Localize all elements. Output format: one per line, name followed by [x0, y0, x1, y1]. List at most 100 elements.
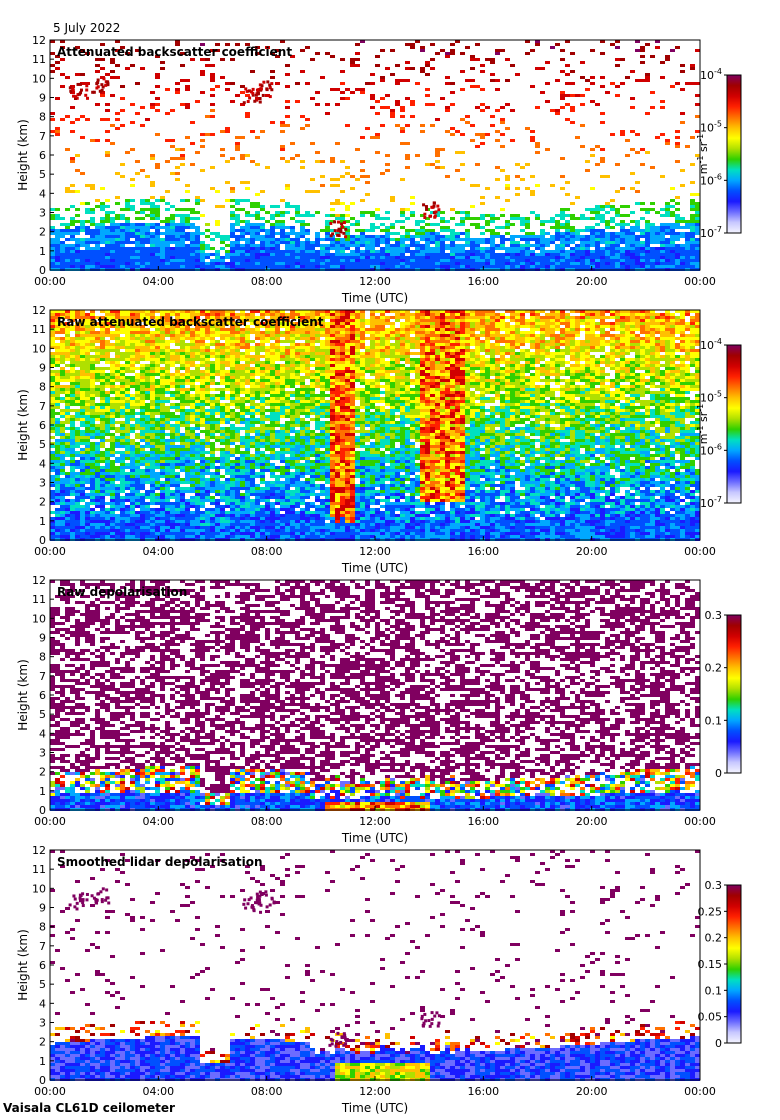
panel-3-y-tick-label: 2 — [39, 766, 46, 779]
panel-3-y-tick-label: 3 — [39, 747, 46, 760]
date-label: 5 July 2022 — [53, 21, 120, 35]
panel-4-x-tick-label: 08:00 — [251, 1085, 283, 1098]
panel-4-x-tick-label: 04:00 — [142, 1085, 174, 1098]
panel-3-x-tick-label: 16:00 — [467, 815, 499, 828]
panel-2-x-tick-label: 20:00 — [576, 545, 608, 558]
panel-1-y-tick-label: 2 — [39, 226, 46, 239]
panel-3-y-tick-label: 11 — [32, 593, 46, 606]
panel-4-colorbar-tick-label: 0.05 — [698, 1011, 723, 1024]
panel-2-y-tick-label: 6 — [39, 419, 46, 432]
panel-1-x-tick-label: 04:00 — [142, 275, 174, 288]
panel-1-y-tick-label: 5 — [39, 168, 46, 181]
panel-2-y-tick-label: 9 — [39, 362, 46, 375]
panel-3-colorbar — [726, 614, 742, 774]
panel-1-colorbar — [726, 74, 742, 234]
panel-2-y-tick-label: 1 — [39, 515, 46, 528]
panel-2-plot-area — [50, 310, 700, 541]
panel-3-y-tick-label: 6 — [39, 689, 46, 702]
panel-3-y-tick-label: 1 — [39, 785, 46, 798]
panel-2-x-tick-label: 08:00 — [251, 545, 283, 558]
panel-2-x-tick-label: 04:00 — [142, 545, 174, 558]
panel-3-colorbar-tick-label: 0.3 — [705, 609, 723, 622]
panel-3-x-tick-label: 00:00 — [34, 815, 66, 828]
panel-4-y-tick-label: 4 — [39, 997, 46, 1010]
panel-1-y-tick-label: 10 — [32, 72, 46, 85]
panel-1-y-tick-label: 0 — [39, 264, 46, 277]
panel-1-x-axis-label: Time (UTC) — [341, 291, 408, 305]
panel-1-y-tick-label: 6 — [39, 149, 46, 162]
panel-4-x-tick-label: 12:00 — [359, 1085, 391, 1098]
panel-3-colorbar-tick-label: 0 — [715, 767, 722, 780]
panel-3-plot-area — [50, 580, 700, 811]
panel-3-y-tick-label: 8 — [39, 651, 46, 664]
panel-3-y-tick-label: 0 — [39, 804, 46, 817]
panel-1-title: Attenuated backscatter coefficient — [57, 45, 292, 59]
panel-4-y-tick-label: 6 — [39, 959, 46, 972]
panel-3-x-tick-label: 08:00 — [251, 815, 283, 828]
panel-4-x-tick-label: 16:00 — [467, 1085, 499, 1098]
panel-2-colorbar-tick-label: 10-5 — [700, 390, 722, 405]
panel-1-x-tick-label: 08:00 — [251, 275, 283, 288]
panel-4-y-tick-label: 3 — [39, 1017, 46, 1030]
panel-2-x-axis-label: Time (UTC) — [341, 561, 408, 575]
panel-2-y-tick-label: 8 — [39, 381, 46, 394]
panel-4-y-tick-label: 9 — [39, 902, 46, 915]
panel-4-colorbar-tick-label: 0 — [715, 1037, 722, 1050]
panel-2-y-tick-label: 11 — [32, 323, 46, 336]
panel-3-y-tick-label: 12 — [32, 574, 46, 587]
panel-2-y-tick-label: 2 — [39, 496, 46, 509]
panel-1-colorbar-label: m-1 sr-1 — [696, 134, 710, 174]
panel-1-y-tick-label: 9 — [39, 92, 46, 105]
panel-4-y-tick-label: 0 — [39, 1074, 46, 1087]
panel-2-x-tick-label: 12:00 — [359, 545, 391, 558]
panel-4-x-tick-label: 20:00 — [576, 1085, 608, 1098]
panel-3-x-tick-label: 12:00 — [359, 815, 391, 828]
panel-1-x-tick-label: 00:00 — [34, 275, 66, 288]
panel-2-colorbar-tick-label: 10-4 — [700, 337, 722, 352]
panel-3-colorbar-tick-label: 0.2 — [705, 662, 723, 675]
panel-2-colorbar — [726, 344, 742, 504]
panel-2-y-tick-label: 5 — [39, 438, 46, 451]
panel-4-y-tick-label: 10 — [32, 882, 46, 895]
panel-4-x-axis-label: Time (UTC) — [341, 1101, 408, 1115]
panel-4-y-tick-label: 8 — [39, 921, 46, 934]
panel-4-title: Smoothed lidar depolarisation — [57, 855, 263, 869]
panel-4-colorbar — [726, 884, 742, 1044]
panel-4-y-tick-label: 2 — [39, 1036, 46, 1049]
panel-3-x-tick-label: 20:00 — [576, 815, 608, 828]
panel-2-y-tick-label: 10 — [32, 342, 46, 355]
panel-3-y-tick-label: 9 — [39, 632, 46, 645]
panel-1-plot-area — [50, 40, 700, 271]
panel-4-colorbar-tick-label: 0.15 — [698, 958, 723, 971]
panel-2-title: Raw attenuated backscatter coefficient — [57, 315, 324, 329]
panel-3-title: Raw depolarisation — [57, 585, 187, 599]
panel-3-x-tick-label: 04:00 — [142, 815, 174, 828]
panel-4-y-tick-label: 11 — [32, 863, 46, 876]
panel-4-plot-area — [50, 850, 700, 1081]
panel-1-y-tick-label: 1 — [39, 245, 46, 258]
panel-4-colorbar-tick-label: 0.2 — [705, 932, 723, 945]
panel-1-y-tick-label: 7 — [39, 130, 46, 143]
panel-4-colorbar-tick-label: 0.3 — [705, 879, 723, 892]
panel-1-x-tick-label: 12:00 — [359, 275, 391, 288]
panel-1-y-tick-label: 11 — [32, 53, 46, 66]
panel-3-y-tick-label: 5 — [39, 708, 46, 721]
panel-2-x-tick-label: 16:00 — [467, 545, 499, 558]
panel-4-y-tick-label: 5 — [39, 978, 46, 991]
panel-2-y-tick-label: 12 — [32, 304, 46, 317]
panel-2-x-tick-label: 00:00 — [34, 545, 66, 558]
panel-2-y-tick-label: 7 — [39, 400, 46, 413]
panel-2-colorbar-label: m-1 sr-1 — [696, 404, 710, 444]
panel-3-y-tick-label: 4 — [39, 727, 46, 740]
panel-4-colorbar-tick-label: 0.25 — [698, 905, 723, 918]
panel-4-y-tick-label: 1 — [39, 1055, 46, 1068]
panel-4-x-tick-label: 00:00 — [684, 1085, 716, 1098]
panel-4-y-tick-label: 7 — [39, 940, 46, 953]
panel-1-y-tick-label: 4 — [39, 187, 46, 200]
panel-2-x-tick-label: 00:00 — [684, 545, 716, 558]
panel-1-x-tick-label: 16:00 — [467, 275, 499, 288]
panel-1-y-axis-label: Height (km) — [16, 119, 30, 190]
panel-2-y-tick-label: 4 — [39, 457, 46, 470]
panel-1-y-tick-label: 3 — [39, 207, 46, 220]
